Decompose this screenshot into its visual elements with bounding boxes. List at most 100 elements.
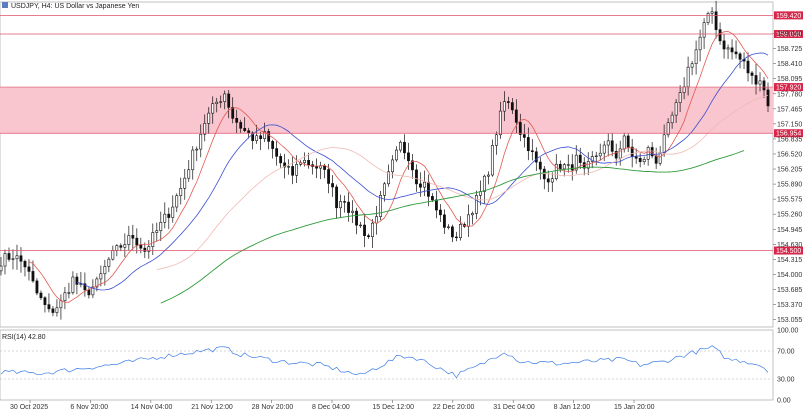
y-tick-label: 159.040 bbox=[777, 31, 802, 38]
y-tick-label: 154.315 bbox=[777, 257, 802, 264]
candle-body bbox=[702, 22, 706, 38]
candle-body bbox=[427, 181, 430, 197]
candle-body bbox=[323, 165, 326, 170]
candle-body bbox=[223, 93, 227, 102]
y-tick-label: 158.410 bbox=[777, 61, 802, 68]
candle-body bbox=[419, 183, 422, 188]
candle-body bbox=[387, 171, 390, 185]
y-tick-label: 156.835 bbox=[777, 136, 802, 143]
candle-body bbox=[666, 122, 670, 136]
candle-body bbox=[259, 135, 263, 140]
candle-body bbox=[187, 169, 191, 179]
ma-fast-line bbox=[28, 31, 769, 303]
candle-body bbox=[275, 148, 279, 157]
candle-body bbox=[614, 151, 618, 159]
y-tick-label: 158.095 bbox=[777, 76, 802, 83]
x-tick-label: 15 Dec 12:00 bbox=[372, 404, 414, 411]
candle-body bbox=[15, 255, 19, 260]
candle-body bbox=[594, 155, 598, 158]
level-tag-label: 154.500 bbox=[776, 248, 801, 255]
x-tick-label: 8 Jan 12:00 bbox=[554, 404, 591, 411]
time-axis[interactable]: 30 Oct 2025 6 Nov 20:00 14 Nov 04:00 21 Nov… bbox=[10, 400, 655, 411]
candle-body bbox=[343, 201, 346, 203]
candle-body bbox=[243, 127, 247, 131]
candle-body bbox=[710, 11, 714, 14]
candle-body bbox=[91, 286, 95, 296]
candle-body bbox=[135, 237, 139, 246]
x-tick-label: 8 Dec 04:00 bbox=[312, 404, 350, 411]
candle-body bbox=[638, 157, 642, 162]
candle-body bbox=[714, 11, 718, 30]
candle-body bbox=[522, 134, 526, 138]
candle-body bbox=[367, 235, 370, 238]
candle-body bbox=[470, 213, 474, 216]
y-tick-label: 155.575 bbox=[777, 197, 802, 204]
candle-body bbox=[283, 162, 287, 168]
level-tag bbox=[774, 11, 803, 20]
candle-body bbox=[698, 36, 702, 51]
candle-body bbox=[279, 156, 283, 164]
candle-body bbox=[179, 187, 183, 196]
candle-body bbox=[0, 265, 3, 272]
support-resistance-zone bbox=[0, 87, 773, 134]
candle-body bbox=[379, 195, 382, 217]
horizontal-levels[interactable]: 159.420 159.030 157.920 156.954 154.500 bbox=[0, 11, 803, 255]
candle-body bbox=[251, 132, 255, 141]
candle-body bbox=[403, 141, 406, 154]
candle-body bbox=[211, 103, 215, 114]
plot-frame bbox=[0, 1, 774, 328]
candle-body bbox=[303, 159, 307, 163]
y-tick-label: 155.260 bbox=[777, 212, 802, 219]
x-tick-label: 15 Jan 20:00 bbox=[614, 404, 655, 411]
y-tick-label: 154.945 bbox=[777, 227, 802, 234]
level-tag-label: 159.030 bbox=[776, 32, 801, 39]
candle-body bbox=[115, 245, 119, 251]
candle-body bbox=[510, 102, 514, 111]
candle-body bbox=[339, 201, 342, 209]
y-tick-label: 154.000 bbox=[777, 272, 802, 279]
candle-body bbox=[542, 168, 546, 180]
candle-body bbox=[391, 159, 394, 173]
candle-body bbox=[207, 112, 211, 124]
y-tick-label: 154.630 bbox=[777, 242, 802, 249]
candle-body bbox=[762, 80, 766, 91]
chart-icon[interactable] bbox=[2, 2, 8, 8]
candle-body bbox=[538, 161, 542, 170]
candle-body bbox=[590, 156, 594, 162]
candle-body bbox=[315, 166, 318, 169]
candle-body bbox=[423, 181, 426, 188]
candle-body bbox=[678, 92, 682, 103]
candle-body bbox=[371, 222, 374, 238]
candle-body bbox=[159, 221, 163, 232]
candle-body bbox=[3, 253, 7, 267]
candle-body bbox=[143, 247, 147, 252]
candle-body bbox=[407, 152, 410, 162]
candle-body bbox=[502, 101, 506, 112]
candle-body bbox=[99, 273, 103, 280]
candle-body bbox=[191, 149, 195, 171]
candle-body bbox=[670, 114, 674, 124]
candle-body bbox=[459, 224, 462, 238]
price-axis[interactable]: 159.040 158.725 158.410 158.095 157.780 157.4… bbox=[773, 31, 802, 324]
candle-body bbox=[738, 53, 742, 60]
candle-body bbox=[466, 214, 470, 227]
y-tick-label: 153.055 bbox=[777, 317, 802, 324]
candle-body bbox=[23, 260, 27, 268]
candle-body bbox=[35, 280, 39, 294]
moving-averages bbox=[28, 31, 769, 304]
candle-body bbox=[195, 148, 199, 151]
candle-body bbox=[7, 253, 11, 260]
ma-long-line bbox=[160, 150, 745, 304]
candle-body bbox=[443, 214, 446, 228]
candle-body bbox=[447, 226, 450, 228]
candle-body bbox=[746, 60, 750, 74]
candle-body bbox=[758, 80, 762, 85]
y-tick-label: 157.150 bbox=[777, 121, 802, 128]
x-tick-label: 28 Nov 20:00 bbox=[252, 404, 294, 411]
candle-body bbox=[562, 164, 566, 170]
rsi-tick-label: 0.00 bbox=[777, 398, 791, 405]
candle-body bbox=[235, 118, 239, 123]
candle-body bbox=[718, 29, 722, 42]
x-tick-label: 6 Nov 20:00 bbox=[70, 404, 108, 411]
